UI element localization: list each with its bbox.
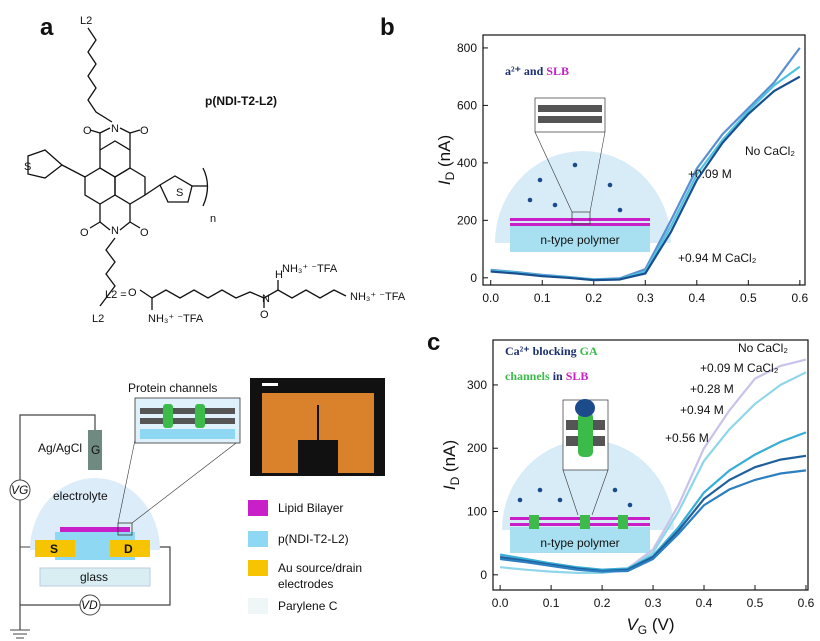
voltage-label: VG <box>11 483 28 497</box>
gate-label: G <box>91 443 100 457</box>
series-label: No CaCl₂ <box>738 341 788 355</box>
series-label: No CaCl₂ <box>745 144 795 158</box>
label-unit: (nA) <box>435 135 454 172</box>
side-chain: L2 <box>80 15 92 27</box>
inset-label: n-type polymer <box>540 233 619 247</box>
atom: O <box>260 309 269 321</box>
legend-line: p(NDI-T2-L2) <box>278 532 349 546</box>
series-label: +0.56 M <box>665 431 709 445</box>
y-tick-label: 0 <box>470 271 477 285</box>
series-label: +0.09 M CaCl₂ <box>700 361 779 375</box>
legend-label: Lipid Bilayer <box>278 501 343 515</box>
series-label: +0.94 M <box>680 403 724 417</box>
legend-line: Lipid Bilayer <box>278 501 343 515</box>
x-tick-label: 0.3 <box>637 291 654 305</box>
inset-title-part: GA <box>580 344 598 358</box>
x-tick-label: 0.1 <box>543 596 560 610</box>
atom: O <box>128 287 137 299</box>
definition: L2 = <box>105 289 127 301</box>
series-label: +0.94 M CaCl₂ <box>678 251 757 265</box>
label-unit: (V) <box>647 615 674 634</box>
label-sub: D <box>443 171 457 180</box>
inset-title-part: SLB <box>546 64 569 78</box>
legend-line: electrodes <box>278 577 333 591</box>
electrode-label: Ag/AgCl <box>38 441 82 455</box>
legend-line: Au source/drain <box>278 561 362 575</box>
legend-line: Parylene C <box>278 599 338 613</box>
electrolyte-label: electrolyte <box>53 489 108 503</box>
legend-swatch <box>248 560 268 576</box>
atom: N <box>111 123 119 135</box>
x-tick-label: 0.4 <box>688 291 705 305</box>
polymer-name: p(NDI-T2-L2) <box>205 94 277 108</box>
x-tick-label: 0.3 <box>645 596 662 610</box>
y-tick-label: 800 <box>457 41 477 55</box>
y-tick-label: 300 <box>467 378 487 392</box>
x-tick-label: 0.2 <box>585 291 602 305</box>
y-tick-label: 200 <box>457 213 477 227</box>
label-sub: G <box>638 623 647 637</box>
y-tick-label: 400 <box>457 156 477 170</box>
repeat-index: n <box>210 213 216 225</box>
inset-title-part: SLB <box>566 369 589 383</box>
side-chain: L2 <box>92 313 104 325</box>
inset-title-part: in <box>550 369 566 383</box>
x-tick-label: 0.2 <box>594 596 611 610</box>
x-tick-label: 0.0 <box>482 291 499 305</box>
y-tick-label: 600 <box>457 98 477 112</box>
panel-label: c <box>427 329 440 356</box>
x-tick-label: 0.1 <box>534 291 551 305</box>
atom: O <box>83 125 92 137</box>
label-unit: (nA) <box>440 440 459 477</box>
source-label: S <box>50 542 58 556</box>
voltage-label: VD <box>81 598 98 612</box>
x-tick-label: 0.6 <box>792 291 809 305</box>
inset-title-part: a²⁺ and <box>505 64 546 78</box>
atom: S <box>176 187 183 199</box>
x-axis-label: VG (V) <box>626 615 674 637</box>
panel-label: b <box>380 14 395 41</box>
x-tick-label: 0.0 <box>492 596 509 610</box>
legend-swatch <box>248 598 268 614</box>
y-axis-label: ID (nA) <box>435 135 457 185</box>
schematic-title: Protein channels <box>128 381 217 395</box>
inset-title: a²⁺ and SLB <box>505 64 569 78</box>
figure: abcp(NDI-T2-L2)L2L2nOOOONNSSL2 =ONHONH₃⁺… <box>0 0 820 641</box>
legend-label: Au source/drain electrodes <box>278 561 362 591</box>
legend-label: Parylene C <box>278 599 338 613</box>
counter-ion: NH₃⁺ ⁻TFA <box>350 291 406 303</box>
counter-ion: NH₃⁺ ⁻TFA <box>282 263 338 275</box>
y-tick-label: 100 <box>467 505 487 519</box>
y-axis-label: ID (nA) <box>440 440 462 490</box>
substrate-label: glass <box>80 570 108 584</box>
series-label: +0.28 M <box>690 382 734 396</box>
inset-title: channels in SLB <box>505 369 588 383</box>
legend-swatch <box>248 500 268 516</box>
x-tick-label: 0.5 <box>747 596 764 610</box>
x-tick-label: 0.6 <box>798 596 815 610</box>
counter-ion: NH₃⁺ ⁻TFA <box>148 313 204 325</box>
inset-title-part: Ca²⁺ blocking <box>505 344 580 358</box>
inset-title: Ca²⁺ blocking GA <box>505 344 598 358</box>
atom: N <box>262 293 270 305</box>
atom: O <box>140 227 149 239</box>
atom: O <box>80 227 89 239</box>
series-label: +0.09 M <box>688 167 732 181</box>
x-tick-label: 0.5 <box>740 291 757 305</box>
atom: S <box>24 161 31 173</box>
drain-label: D <box>124 542 133 556</box>
label-sub: D <box>448 476 462 485</box>
atom: N <box>111 225 119 237</box>
y-tick-label: 0 <box>480 568 487 582</box>
legend-swatch <box>248 531 268 547</box>
atom: O <box>140 125 149 137</box>
x-tick-label: 0.4 <box>696 596 713 610</box>
legend-label: p(NDI-T2-L2) <box>278 532 349 546</box>
y-tick-label: 200 <box>467 441 487 455</box>
chart-inset-decor <box>495 98 674 553</box>
inset-title-part: channels <box>505 369 550 383</box>
panel-label: a <box>40 14 54 41</box>
inset-label: n-type polymer <box>540 536 619 550</box>
